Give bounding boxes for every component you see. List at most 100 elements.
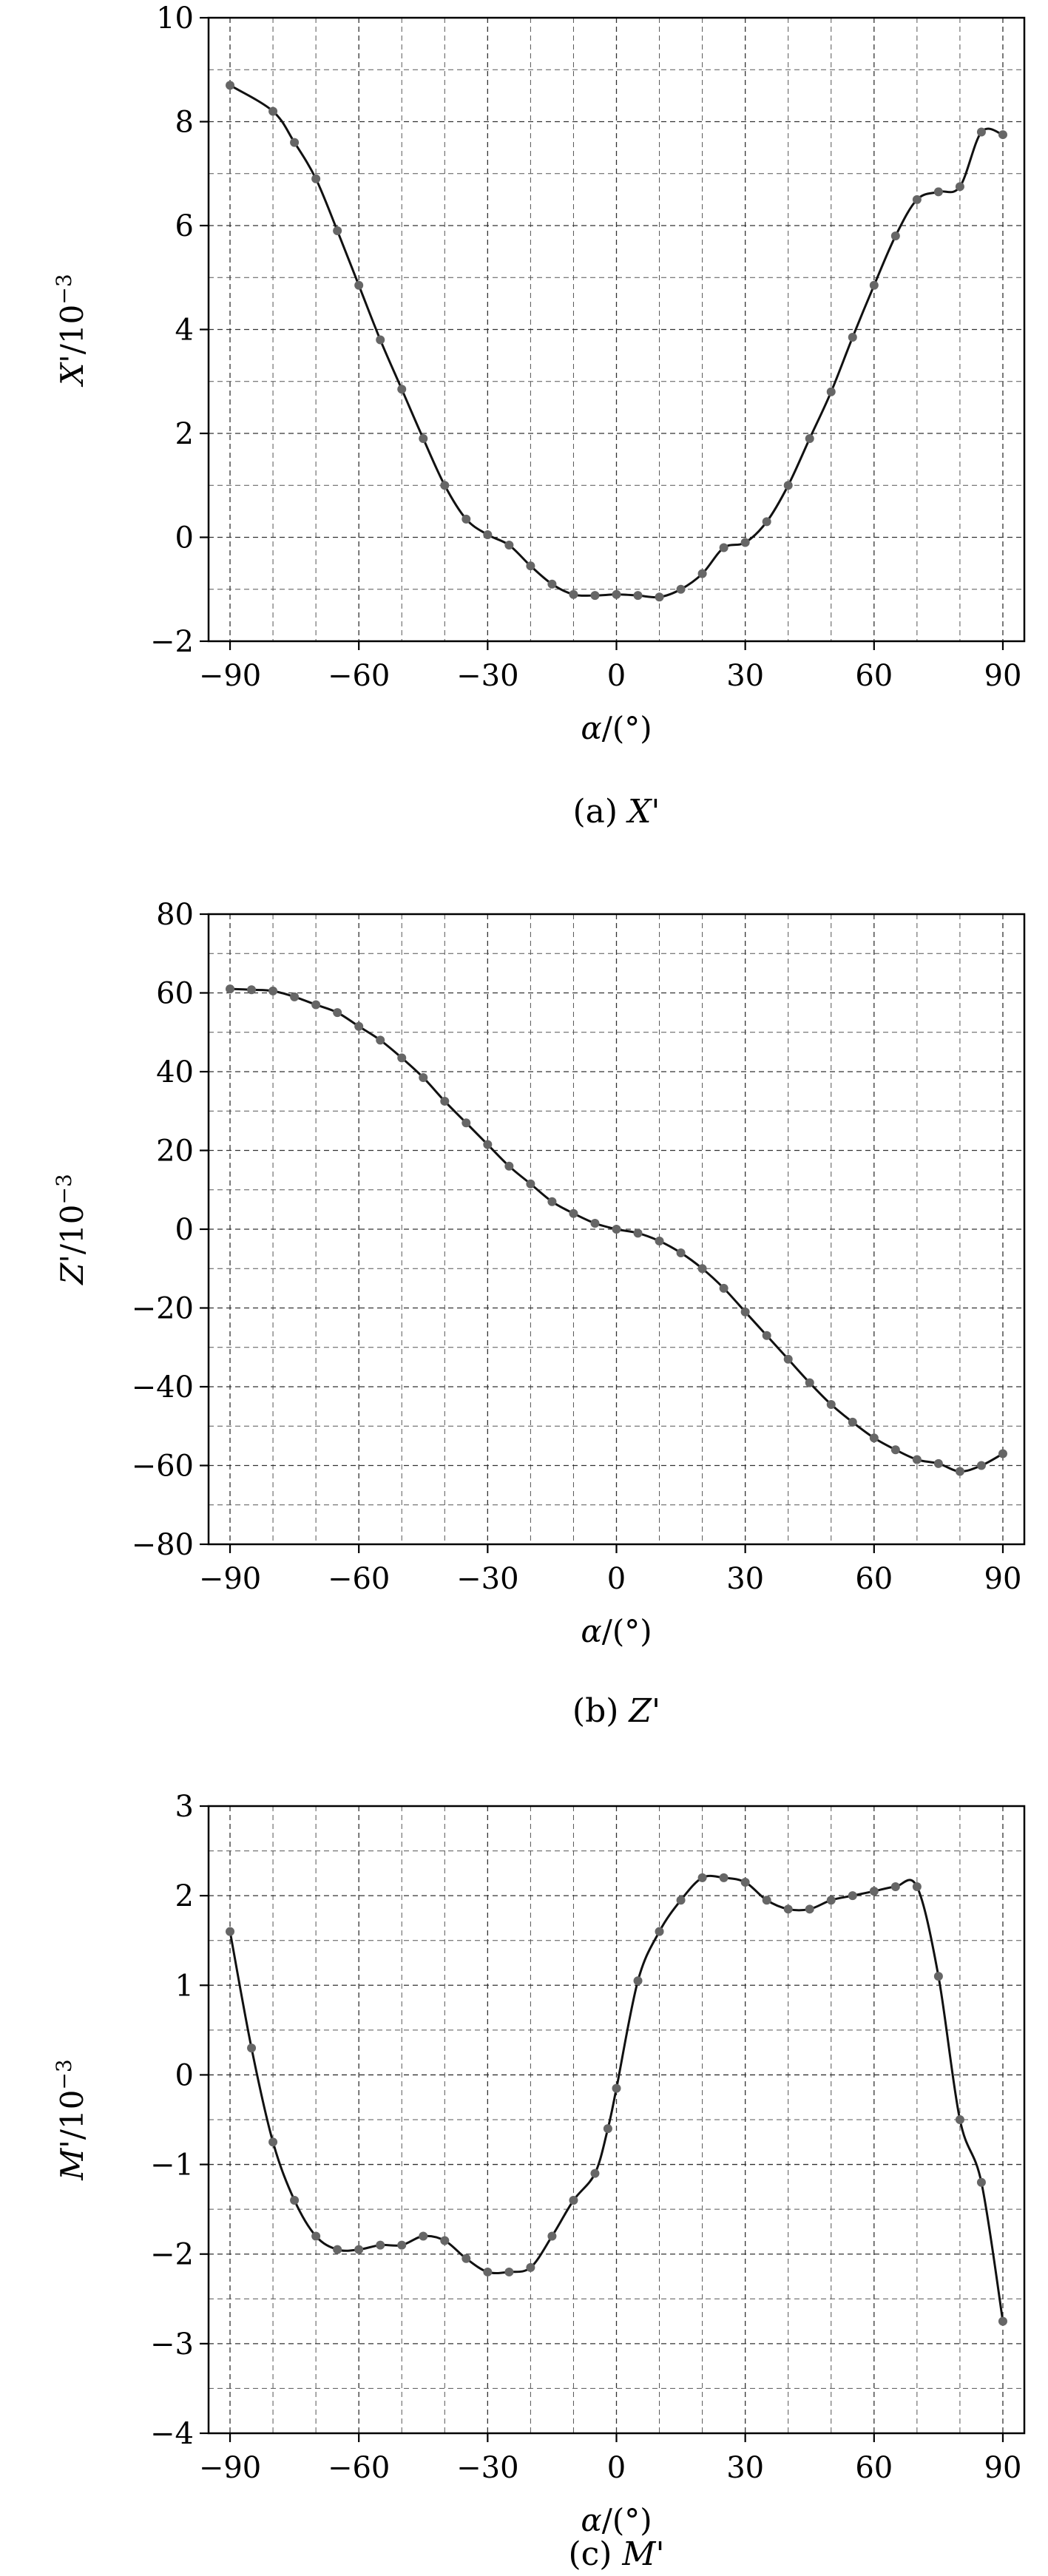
- data-point: [612, 2083, 621, 2093]
- data-point: [719, 543, 728, 552]
- y-tick-label: −2: [150, 2238, 194, 2272]
- panel-z-force: −90 −60 −30 0 30 60 90 −80 −60 −40 −20 0 20 40 60 80 α/(…: [52, 898, 1026, 1730]
- data-point: [612, 589, 621, 599]
- data-point: [719, 1283, 728, 1293]
- data-point: [890, 231, 900, 241]
- data-point: [354, 280, 364, 290]
- data-point: [397, 2240, 407, 2250]
- y-tick-label: −60: [132, 1450, 194, 1484]
- x-tick-label: 90: [984, 2451, 1022, 2485]
- y-tick-label: −40: [132, 1370, 194, 1404]
- panel-caption: (a) X': [573, 793, 660, 831]
- data-point: [762, 517, 771, 527]
- data-point: [440, 481, 450, 490]
- data-point: [762, 1896, 771, 1905]
- data-point: [333, 1008, 342, 1018]
- panel-caption-prefix: (a): [573, 793, 629, 831]
- y-axis-label-unit: /10: [54, 2090, 90, 2140]
- x-tick-label: −30: [456, 1562, 518, 1596]
- y-tick-label: 0: [175, 1213, 194, 1247]
- data-point: [440, 2236, 450, 2245]
- data-point: [805, 434, 814, 444]
- series-line: [229, 84, 1004, 599]
- x-tick-label: 30: [726, 2451, 764, 2485]
- data-point: [397, 385, 407, 394]
- data-point: [504, 1161, 514, 1171]
- data-point: [483, 530, 493, 539]
- x-tick-label: 0: [607, 1562, 626, 1596]
- data-point: [247, 2043, 257, 2053]
- data-point: [569, 2196, 578, 2205]
- data-point: [697, 1264, 707, 1274]
- data-point: [955, 1467, 964, 1476]
- data-point: [976, 2177, 986, 2187]
- data-point: [376, 1035, 385, 1045]
- panel-caption: (c) M': [568, 2535, 664, 2573]
- data-point: [826, 387, 836, 396]
- data-point: [483, 1140, 493, 1149]
- data-point: [869, 1433, 879, 1443]
- data-point: [590, 2168, 600, 2178]
- x-tick-label: 90: [984, 659, 1022, 693]
- y-tick-label: 4: [175, 314, 194, 348]
- data-point: [869, 280, 879, 290]
- y-tick-label: −80: [132, 1528, 194, 1562]
- y-tick-label: 80: [156, 898, 194, 932]
- x-axis-label: α/(°): [581, 1613, 652, 1649]
- grid: [209, 18, 1024, 641]
- data-point: [848, 333, 857, 342]
- x-tick-label: −90: [199, 2451, 261, 2485]
- y-axis-label-exponent: −3: [52, 274, 76, 304]
- data-point: [740, 538, 750, 547]
- data-point: [569, 589, 578, 599]
- data-point: [998, 2316, 1007, 2326]
- data-point: [933, 1972, 943, 1981]
- data-point: [633, 1976, 643, 1986]
- x-tick-label: 60: [855, 659, 893, 693]
- data-point: [676, 1896, 686, 1905]
- y-tick-label: 20: [156, 1135, 194, 1169]
- data-point: [805, 1378, 814, 1387]
- y-axis-label-unit: /10: [54, 1204, 90, 1254]
- x-tick-label: 60: [855, 1562, 893, 1596]
- y-tick-label: −1: [150, 2149, 194, 2183]
- data-point: [676, 584, 686, 594]
- x-tick-label: −60: [328, 659, 390, 693]
- data-point: [869, 1887, 879, 1896]
- data-point: [697, 1873, 707, 1882]
- data-point: [462, 514, 471, 524]
- panel-caption-prefix: (b): [572, 1692, 629, 1730]
- data-point: [719, 1873, 728, 1882]
- data-point: [462, 2254, 471, 2263]
- data-point: [311, 2231, 321, 2241]
- x-axis-label-unit: /(°): [602, 710, 652, 746]
- data-point: [976, 127, 986, 137]
- data-point: [526, 1179, 535, 1189]
- y-axis-label-exponent: −3: [52, 1174, 76, 1204]
- y-tick-label: 6: [175, 209, 194, 243]
- panel-caption-variable: Z': [627, 1692, 660, 1730]
- x-tick-label: 0: [607, 2451, 626, 2485]
- data-point: [226, 984, 235, 994]
- y-axis-label-exponent: −3: [52, 2059, 76, 2089]
- data-point: [912, 1455, 922, 1464]
- data-point: [419, 1072, 428, 1082]
- data-point: [912, 1882, 922, 1892]
- x-axis-label-symbol: α: [581, 710, 601, 746]
- y-axis-label: X'/10−3: [52, 274, 90, 387]
- x-axis-label-unit: /(°): [602, 2502, 652, 2538]
- data-point: [526, 2262, 535, 2272]
- data-point: [547, 579, 557, 589]
- data-point: [603, 2124, 612, 2134]
- data-point: [311, 174, 321, 183]
- data-point: [290, 2196, 300, 2205]
- y-tick-label: −3: [150, 2327, 194, 2362]
- data-point: [268, 107, 278, 116]
- x-tick-label: 0: [607, 659, 626, 693]
- data-point: [590, 591, 600, 601]
- y-axis-label: Z'/10−3: [52, 1174, 90, 1286]
- data-point: [354, 1021, 364, 1031]
- data-point: [955, 2115, 964, 2124]
- data-point: [526, 561, 535, 571]
